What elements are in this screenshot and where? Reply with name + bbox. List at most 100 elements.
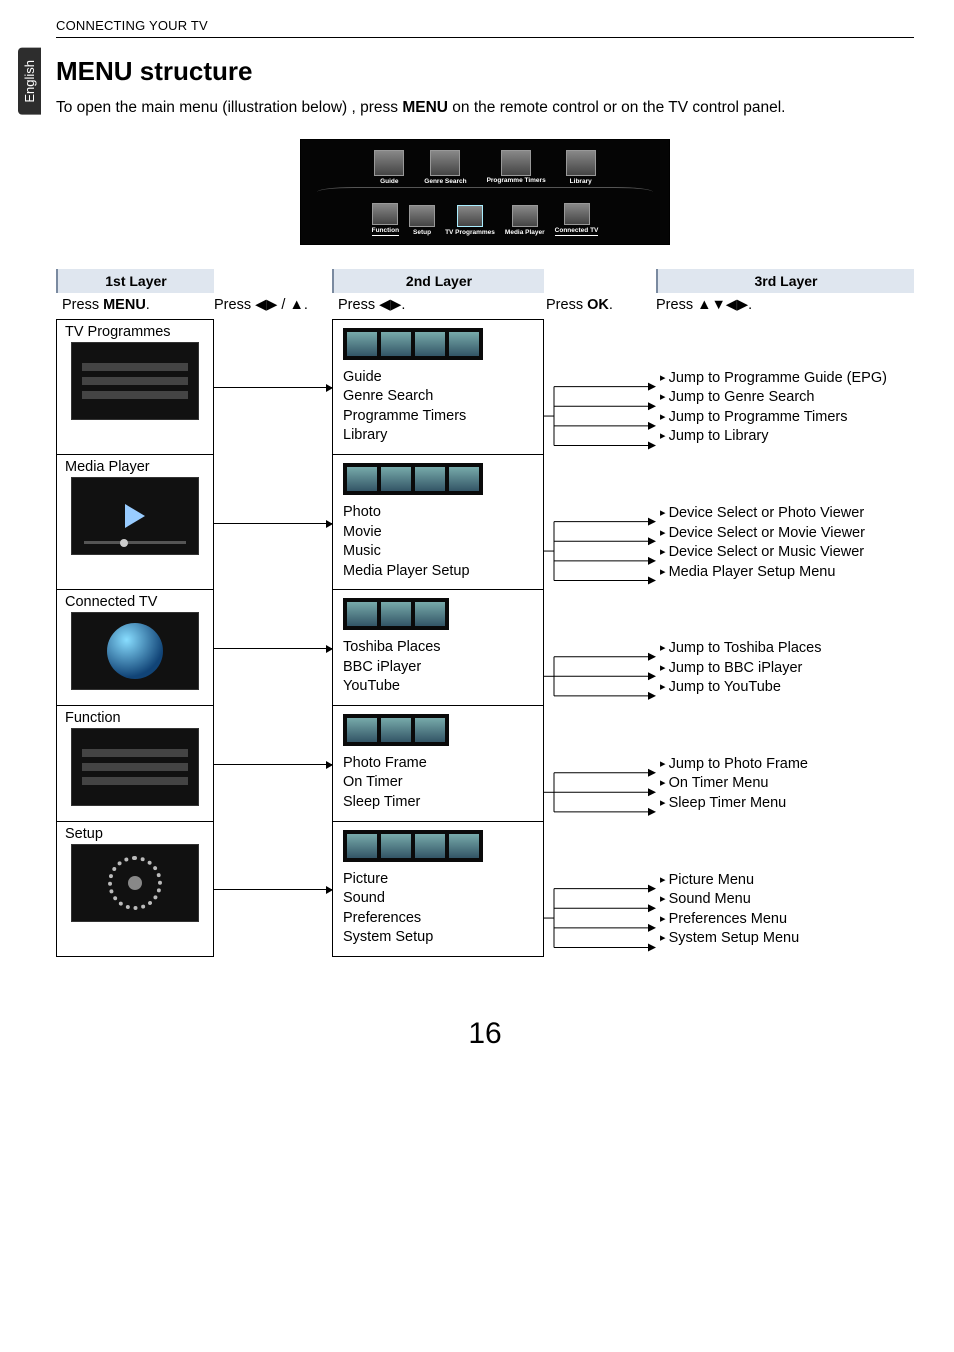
screenshot-tile: Library <box>566 150 596 185</box>
layer2-item: Library <box>343 426 533 446</box>
layer3-item: Sound Menu <box>660 890 910 910</box>
layer-chip-2: 2nd Layer <box>332 269 544 293</box>
layer2-iconstrip <box>343 463 483 495</box>
intro-post: on the remote control or on the TV contr… <box>448 99 785 116</box>
layer2-item: Programme Timers <box>343 407 533 427</box>
menu-screenshot: GuideGenre SearchProgramme TimersLibrary… <box>300 139 670 245</box>
arrow-gap-2 <box>544 455 656 590</box>
layer2-item: Photo Frame <box>343 754 533 774</box>
layer3-item: Device Select or Movie Viewer <box>660 524 910 544</box>
layer2-item: Movie <box>343 523 533 543</box>
layer3-item: Media Player Setup Menu <box>660 563 910 583</box>
press-c1-pre: Press <box>62 297 103 313</box>
press-col2: Press ◀▶. <box>332 297 544 313</box>
section-row: Media Player PhotoMovieMusicMedia Player … <box>56 455 914 590</box>
arrow-tree <box>544 455 656 590</box>
layer2-cell: GuideGenre SearchProgramme TimersLibrary <box>332 319 544 455</box>
layer1-cell: Setup <box>56 822 214 957</box>
section-row: TV Programmes GuideGenre SearchProgramme … <box>56 319 914 455</box>
layer2-item: Guide <box>343 368 533 388</box>
layer3-item: System Setup Menu <box>660 929 910 949</box>
layer2-item: Photo <box>343 503 533 523</box>
arrow-gap-2 <box>544 822 656 957</box>
screenshot-tile: Media Player <box>505 205 545 236</box>
layer1-title: Function <box>65 710 205 726</box>
press-col3: Press ▲▼◀▶. <box>656 297 914 313</box>
press-c1-post: . <box>146 297 150 313</box>
layer2-iconstrip <box>343 328 483 360</box>
layer3-item: On Timer Menu <box>660 774 910 794</box>
layer2-item: Picture <box>343 870 533 890</box>
layer2-item: YouTube <box>343 677 533 697</box>
layer2-cell: Photo FrameOn TimerSleep Timer <box>332 706 544 822</box>
layer3-cell: Jump to Toshiba PlacesJump to BBC iPlaye… <box>656 590 914 706</box>
layer3-item: Picture Menu <box>660 871 910 891</box>
arrow-tree <box>544 319 656 455</box>
layer3-item: Device Select or Photo Viewer <box>660 504 910 524</box>
layer2-cell: PictureSoundPreferencesSystem Setup <box>332 822 544 957</box>
arrow-gap-2 <box>544 706 656 822</box>
layer-header-row: 1st Layer 2nd Layer 3rd Layer <box>56 269 914 293</box>
layer1-thumb <box>71 342 199 420</box>
arrow-right-icon <box>214 523 332 524</box>
layer2-iconstrip <box>343 598 449 630</box>
arrow-gap-1 <box>214 706 332 822</box>
layer3-item: Preferences Menu <box>660 910 910 930</box>
layer3-item: Jump to YouTube <box>660 678 910 698</box>
arrow-right-icon <box>214 387 332 388</box>
layer1-cell: TV Programmes <box>56 319 214 455</box>
arrow-gap-2 <box>544 319 656 455</box>
layer2-item: System Setup <box>343 928 533 948</box>
layer2-item: BBC iPlayer <box>343 658 533 678</box>
breadcrumb-divider <box>56 37 914 38</box>
layer1-title: Media Player <box>65 459 205 475</box>
layer1-cell: Media Player <box>56 455 214 590</box>
press-c2b-bold: OK <box>587 297 609 313</box>
intro-pre: To open the main menu (illustration belo… <box>56 99 402 116</box>
press-row: Press MENU. Press ◀▶ / ▲. Press ◀▶. Pres… <box>56 297 914 313</box>
press-col1: Press MENU. <box>56 297 214 313</box>
page-title: MENU structure <box>56 56 914 87</box>
layer3-cell: Jump to Photo FrameOn Timer MenuSleep Ti… <box>656 706 914 822</box>
screenshot-tile: Function <box>372 203 399 236</box>
arrow-tree <box>544 706 656 822</box>
layer3-item: Jump to Photo Frame <box>660 755 910 775</box>
press-c2b-pre: Press <box>546 297 587 313</box>
layer3-cell: Jump to Programme Guide (EPG)Jump to Gen… <box>656 319 914 455</box>
arrow-right-icon <box>214 889 332 890</box>
arrow-gap-1 <box>214 590 332 706</box>
section-row: Function Photo FrameOn TimerSleep Timer Ju… <box>56 706 914 822</box>
section-row: Connected TV Toshiba PlacesBBC iPlayerYou… <box>56 590 914 706</box>
layer3-cell: Picture MenuSound MenuPreferences MenuSy… <box>656 822 914 957</box>
arrow-tree <box>544 590 656 706</box>
layer1-title: TV Programmes <box>65 324 205 340</box>
screenshot-tile: TV Programmes <box>445 205 495 236</box>
arrow-gap-2 <box>544 590 656 706</box>
layer2-cell: Toshiba PlacesBBC iPlayerYouTube <box>332 590 544 706</box>
layer2-item: Toshiba Places <box>343 638 533 658</box>
screenshot-tile: Genre Search <box>424 150 466 185</box>
layer2-cell: PhotoMovieMusicMedia Player Setup <box>332 455 544 590</box>
layer2-item: Sound <box>343 889 533 909</box>
layer2-item: On Timer <box>343 773 533 793</box>
screenshot-tile: Connected TV <box>555 203 599 236</box>
layer1-thumb <box>71 612 199 690</box>
layer-chip-3: 3rd Layer <box>656 269 914 293</box>
layer3-item: Device Select or Music Viewer <box>660 543 910 563</box>
layer2-iconstrip <box>343 714 449 746</box>
page-number: 16 <box>56 1017 914 1051</box>
layer1-cell: Function <box>56 706 214 822</box>
layer2-item: Preferences <box>343 909 533 929</box>
arrow-gap-1 <box>214 455 332 590</box>
layer1-cell: Connected TV <box>56 590 214 706</box>
intro-text: To open the main menu (illustration belo… <box>56 97 914 119</box>
layer1-title: Connected TV <box>65 594 205 610</box>
arrow-right-icon <box>214 648 332 649</box>
press-col1b: Press ◀▶ / ▲. <box>214 297 332 313</box>
press-c1-bold: MENU <box>103 297 146 313</box>
arrow-tree <box>544 822 656 957</box>
layer3-cell: Device Select or Photo ViewerDevice Sele… <box>656 455 914 590</box>
layer1-title: Setup <box>65 826 205 842</box>
arrow-gap-1 <box>214 822 332 957</box>
arrow-right-icon <box>214 764 332 765</box>
